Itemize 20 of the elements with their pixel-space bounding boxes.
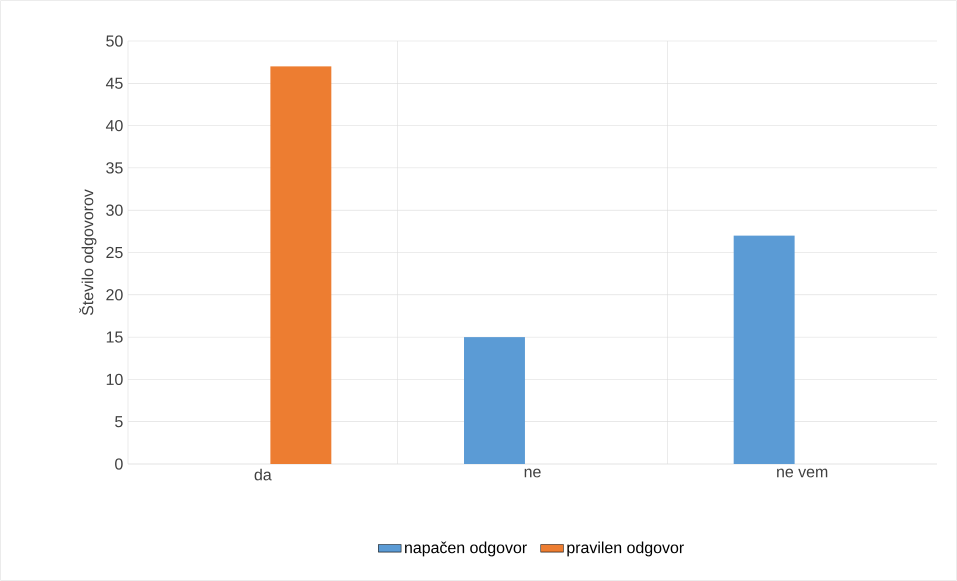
y-tick-label: 40 <box>106 120 123 132</box>
y-tick-label: 15 <box>106 332 123 343</box>
legend-label: pravilen odgovor <box>567 542 684 556</box>
bar <box>270 66 332 464</box>
x-tick-label: da <box>254 468 272 480</box>
y-tick-label: 10 <box>106 374 123 386</box>
y-tick-label: 45 <box>106 78 123 89</box>
y-tick-label: 5 <box>115 416 123 428</box>
y-tick-label: 50 <box>106 35 123 47</box>
y-tick-label: 20 <box>106 289 123 300</box>
y-tick-label: 30 <box>106 204 123 216</box>
legend-label: napačen odgovor <box>405 541 527 556</box>
y-tick-label: 35 <box>106 162 123 174</box>
y-tick-label: 0 <box>115 458 123 470</box>
x-tick-label: ne vem <box>777 468 828 478</box>
bar <box>734 236 795 464</box>
y-tick-label: 25 <box>106 246 123 258</box>
x-tick-label: ne <box>524 468 541 478</box>
bar <box>464 337 525 464</box>
y-axis-title: Število odgovorov <box>79 189 96 316</box>
